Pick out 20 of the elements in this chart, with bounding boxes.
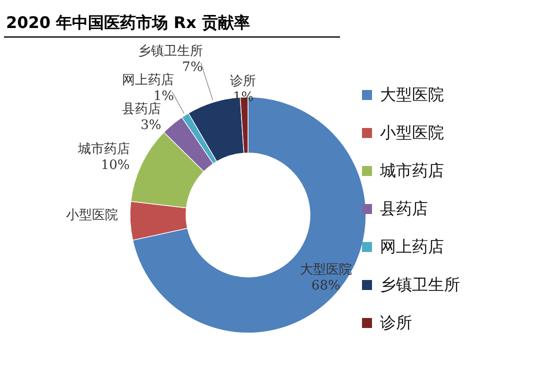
data-label: 68% <box>311 278 340 294</box>
legend-label: 诊所 <box>380 313 412 332</box>
slice-label: 大型医院 <box>300 262 352 278</box>
slice-label: 诊所 <box>230 74 256 90</box>
chart-title: 2020 年中国医药市场 Rx 贡献率 <box>6 13 250 32</box>
legend-label: 小型医院 <box>380 123 444 142</box>
data-label: 10% <box>100 158 130 174</box>
slice-label: 网上药店 <box>122 72 174 88</box>
data-label: 3% <box>140 118 162 133</box>
legend-label: 县药店 <box>380 199 428 218</box>
data-label: 7% <box>182 60 203 75</box>
legend-label: 乡镇卫生所 <box>380 275 460 294</box>
slice-label: 城市药店 <box>76 141 130 158</box>
legend-label: 网上药店 <box>380 237 444 256</box>
legend-label: 大型医院 <box>380 85 444 104</box>
slice-label: 乡镇卫生所 <box>138 44 203 59</box>
data-label: 1% <box>232 90 254 106</box>
slice-label: 小型医院 <box>66 208 118 223</box>
legend-label: 城市药店 <box>379 161 444 180</box>
slice-label: 县药店 <box>122 100 162 117</box>
